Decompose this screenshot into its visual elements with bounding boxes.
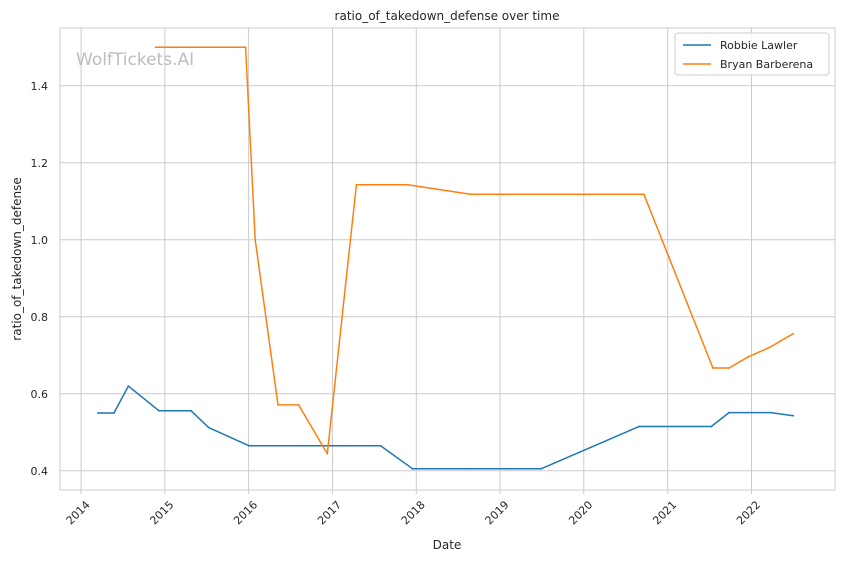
- data-point-robbie-lawler: [710, 425, 713, 428]
- data-point-robbie-lawler: [337, 444, 340, 447]
- x-tick-label: 2019: [483, 498, 512, 527]
- data-point-bryan-barberena: [728, 367, 730, 369]
- data-point-robbie-lawler: [190, 409, 192, 412]
- data-point-bryan-barberena: [792, 332, 795, 335]
- grid-lines: [60, 28, 835, 490]
- legend-label-robbie-lawler: Robbie Lawler: [720, 39, 798, 52]
- y-tick-label: 0.6: [31, 388, 49, 401]
- legend-label-bryan-barberena: Bryan Barberena: [720, 58, 813, 71]
- x-tick-label: 2018: [399, 498, 428, 527]
- legend: Robbie Lawler Bryan Barberena: [674, 32, 830, 76]
- data-point-robbie-lawler: [540, 467, 542, 470]
- data-point-bryan-barberena: [326, 452, 329, 455]
- data-point-bryan-barberena: [154, 46, 157, 49]
- data-point-bryan-barberena: [643, 193, 645, 196]
- x-tick-label: 2020: [566, 498, 595, 527]
- data-point-robbie-lawler: [379, 444, 382, 447]
- data-point-robbie-lawler: [792, 414, 795, 417]
- data-point-robbie-lawler: [207, 426, 210, 429]
- x-axis-title: Date: [433, 538, 462, 552]
- data-point-robbie-lawler: [158, 409, 160, 412]
- plot-area: [59, 27, 836, 491]
- chart-title: ratio_of_takedown_defense over time: [335, 9, 560, 23]
- data-point-robbie-lawler: [728, 411, 730, 414]
- data-point-bryan-barberena: [244, 46, 247, 49]
- watermark: WolfTickets.AI: [76, 50, 194, 70]
- data-point-robbie-lawler: [411, 467, 414, 470]
- data-point-robbie-lawler: [296, 444, 298, 447]
- x-tick-label: 2014: [64, 498, 93, 527]
- x-tick-label: 2021: [650, 498, 679, 527]
- data-point-robbie-lawler: [769, 411, 772, 414]
- y-tick-label: 0.8: [31, 311, 49, 324]
- data-point-robbie-lawler: [127, 385, 130, 387]
- data-point-bryan-barberena: [406, 183, 409, 186]
- data-point-robbie-lawler: [638, 425, 640, 428]
- x-axis-ticks: 2014 2015 2016 2017 2018 2019 2020 2021 2022: [64, 490, 763, 527]
- data-point-bryan-barberena: [355, 183, 358, 186]
- data-point-bryan-barberena: [277, 404, 279, 406]
- x-tick-label: 2015: [147, 498, 176, 527]
- data-point-bryan-barberena: [747, 355, 750, 358]
- y-tick-label: 1.2: [31, 157, 49, 170]
- y-axis-title: ratio_of_takedown_defense: [10, 177, 24, 340]
- y-axis-ticks: 0.4 0.6 0.8 1.0 1.2 1.4: [31, 80, 49, 478]
- y-tick-label: 1.0: [31, 234, 49, 247]
- data-point-bryan-barberena: [469, 193, 472, 196]
- x-tick-label: 2017: [315, 498, 344, 527]
- data-point-robbie-lawler: [97, 412, 99, 414]
- legend-box: [674, 32, 830, 76]
- data-point-robbie-lawler: [503, 467, 506, 470]
- x-tick-label: 2016: [231, 498, 260, 527]
- series-lines: [97, 46, 795, 470]
- x-tick-label: 2022: [734, 498, 763, 527]
- data-point-robbie-lawler: [247, 444, 250, 447]
- data-point-bryan-barberena: [768, 346, 771, 349]
- data-point-robbie-lawler: [113, 412, 115, 414]
- y-tick-label: 1.4: [31, 80, 49, 93]
- y-tick-label: 0.4: [31, 465, 49, 478]
- data-point-bryan-barberena: [297, 404, 300, 406]
- data-point-robbie-lawler: [469, 467, 472, 470]
- data-point-bryan-barberena: [254, 238, 257, 241]
- data-point-bryan-barberena: [712, 367, 714, 369]
